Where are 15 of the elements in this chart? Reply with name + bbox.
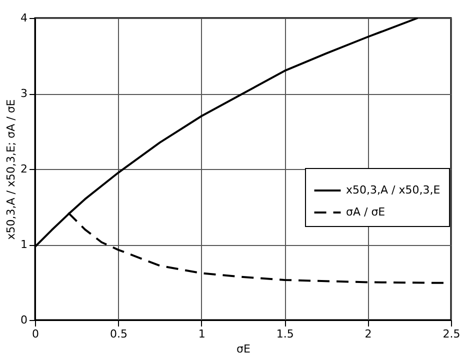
x-tick-label: 2.5 xyxy=(442,328,460,340)
x-tick-label: 0.5 xyxy=(110,328,128,340)
y-tick-label: 0 xyxy=(20,314,28,326)
x-tick-label: 1.5 xyxy=(276,328,294,340)
x-tick-label: 1 xyxy=(198,328,206,340)
y-tick-label: 4 xyxy=(20,12,28,24)
y-axis-title: x50,3,A / x50,3,E; σA / σE xyxy=(4,99,18,240)
y-tick-label: 2 xyxy=(20,162,28,176)
x-tick-label: 0 xyxy=(32,328,39,340)
x-tick-label: 2 xyxy=(364,328,372,340)
y-tick-label: 3 xyxy=(20,87,28,100)
x-axis-title: σE xyxy=(236,342,251,356)
legend-label: σA / σE xyxy=(346,206,386,218)
y-tick-label: 1 xyxy=(20,238,28,251)
legend-label: x50,3,A / x50,3,E xyxy=(346,184,440,196)
